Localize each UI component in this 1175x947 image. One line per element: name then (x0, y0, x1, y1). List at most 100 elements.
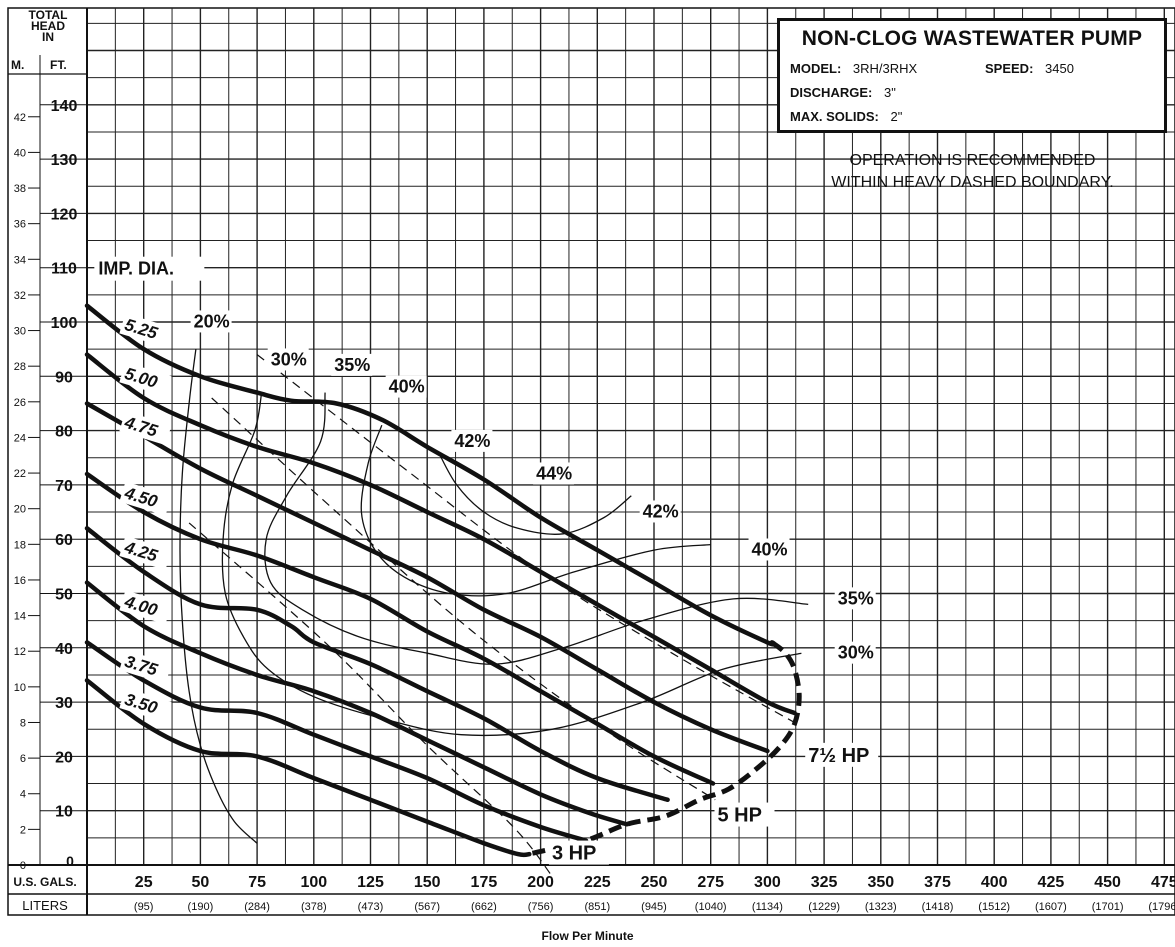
note-line-2: WITHIN HEAVY DASHED BOUNDARY. (831, 174, 1114, 191)
efficiency-curve (437, 451, 632, 535)
x-tick-gallons: 225 (584, 874, 611, 891)
y-unit-feet: FT. (50, 58, 67, 72)
spec-box: NON-CLOG WASTEWATER PUMP MODEL: 3RH/3RHX… (777, 18, 1167, 133)
efficiency-label-bg (451, 429, 493, 452)
impeller-label: 4.75 (119, 410, 172, 446)
x-tick-liters: (1512) (978, 901, 1010, 913)
m-tick-label: 4 (20, 789, 26, 801)
x-tick-gallons: 50 (192, 874, 210, 891)
x-tick-liters: (95) (134, 901, 154, 913)
m-tick-label: 18 (14, 539, 26, 551)
speed-row: SPEED: 3450 (985, 61, 1074, 76)
impeller-label-text: 4.75 (122, 413, 161, 441)
impeller-label: 4.00 (119, 590, 172, 625)
efficiency-label: 40% (752, 539, 788, 559)
x-tick-gallons: 425 (1038, 874, 1065, 891)
m-tick-label: 30 (14, 326, 26, 338)
ft-tick-label: 20 (55, 749, 73, 766)
efficiency-curves (179, 349, 809, 844)
impeller-label-text: 4.50 (122, 483, 161, 511)
discharge-row: DISCHARGE: 3" (790, 85, 896, 100)
x-tick-gallons: 450 (1094, 874, 1121, 891)
x-tick-gallons: 375 (924, 874, 951, 891)
impeller-curve (84, 678, 532, 858)
impeller-label-bg (119, 481, 172, 516)
ft-tick-label: 140 (51, 98, 78, 115)
model-label: MODEL: (790, 61, 842, 76)
x-tick-liters: (284) (244, 901, 270, 913)
x-tick-liters: (1796) (1148, 901, 1175, 913)
x-tick-liters: (1323) (865, 901, 897, 913)
m-tick-label: 40 (14, 147, 26, 159)
hp-label-bg (548, 840, 609, 865)
hp-line (188, 522, 553, 877)
ft-tick-label: 100 (51, 315, 78, 332)
impeller-heading-bg (94, 256, 205, 281)
efficiency-label-bg (267, 348, 309, 371)
x-tick-gallons: 250 (641, 874, 668, 891)
m-tick-label: 38 (14, 183, 26, 195)
efficiency-label-bg (190, 310, 232, 333)
x-tick-gallons: 125 (357, 874, 384, 891)
efficiency-label: 30% (271, 349, 307, 369)
ft-tick-label: 120 (51, 206, 78, 223)
x-tick-liters: (567) (414, 901, 440, 913)
x-tick-liters: (473) (358, 901, 384, 913)
ft-tick-label: 110 (51, 261, 77, 278)
y-axis-title-line: HEAD (31, 19, 65, 33)
operation-note: OPERATION IS RECOMMENDED WITHIN HEAVY DA… (770, 150, 1175, 194)
hp-label: 7½ HP (808, 745, 869, 767)
efficiency-curve (360, 424, 711, 597)
m-tick-label: 0 (20, 860, 26, 872)
impeller-curve (84, 471, 716, 786)
impeller-label-bg (119, 590, 172, 625)
ft-tick-label: 40 (55, 641, 73, 658)
impeller-label: 4.25 (119, 535, 172, 571)
ft-tick-label: 130 (51, 152, 78, 169)
x-tick-liters: (190) (188, 901, 214, 913)
m-tick-label: 26 (14, 397, 26, 409)
m-tick-label: 6 (20, 753, 26, 765)
hp-label-bg (714, 802, 775, 827)
y-axis-title-line: IN (42, 30, 54, 44)
efficiency-label: 40% (389, 377, 425, 397)
note-line-1: OPERATION IS RECOMMENDED (849, 152, 1096, 169)
x-tick-liters: (1418) (922, 901, 954, 913)
impeller-label-bg (119, 649, 172, 685)
x-tick-gallons: 350 (867, 874, 894, 891)
x-tick-gallons: 25 (135, 874, 153, 891)
impeller-curve (84, 303, 776, 647)
ft-tick-label: 0 (66, 853, 74, 869)
hp-label-bg (805, 742, 879, 767)
impeller-label-text: 3.75 (123, 652, 161, 680)
ft-tick-label: 30 (55, 695, 73, 712)
m-tick-label: 22 (14, 468, 26, 480)
x-tick-gallons: 75 (248, 874, 266, 891)
chart-frame (7, 7, 1175, 916)
solids-value: 2" (890, 109, 903, 124)
x-tick-liters: (1134) (752, 901, 783, 913)
speed-value: 3450 (1045, 61, 1074, 76)
x-tick-liters: (662) (471, 901, 497, 913)
ft-tick-label: 50 (55, 587, 73, 604)
efficiency-label-bg (834, 587, 876, 610)
efficiency-label: 35% (838, 588, 874, 608)
m-tick-label: 12 (14, 646, 26, 658)
x-tick-liters: (1040) (695, 901, 727, 913)
efficiency-label-bg (533, 462, 575, 485)
x-tick-gallons: 175 (471, 874, 498, 891)
m-tick-label: 14 (14, 611, 26, 623)
impeller-heading: IMP. DIA. (98, 259, 174, 279)
x-tick-gallons: 200 (527, 874, 554, 891)
impeller-label: 5.00 (119, 362, 172, 397)
x-tick-liters: (1229) (808, 901, 840, 913)
discharge-label: DISCHARGE: (790, 85, 873, 100)
x-tick-gallons: 325 (811, 874, 838, 891)
hp-label: 3 HP (552, 843, 596, 865)
discharge-value: 3" (883, 85, 896, 100)
efficiency-label-bg (748, 538, 790, 561)
impeller-label-bg (119, 535, 172, 571)
y-unit-meters: M. (11, 58, 24, 72)
